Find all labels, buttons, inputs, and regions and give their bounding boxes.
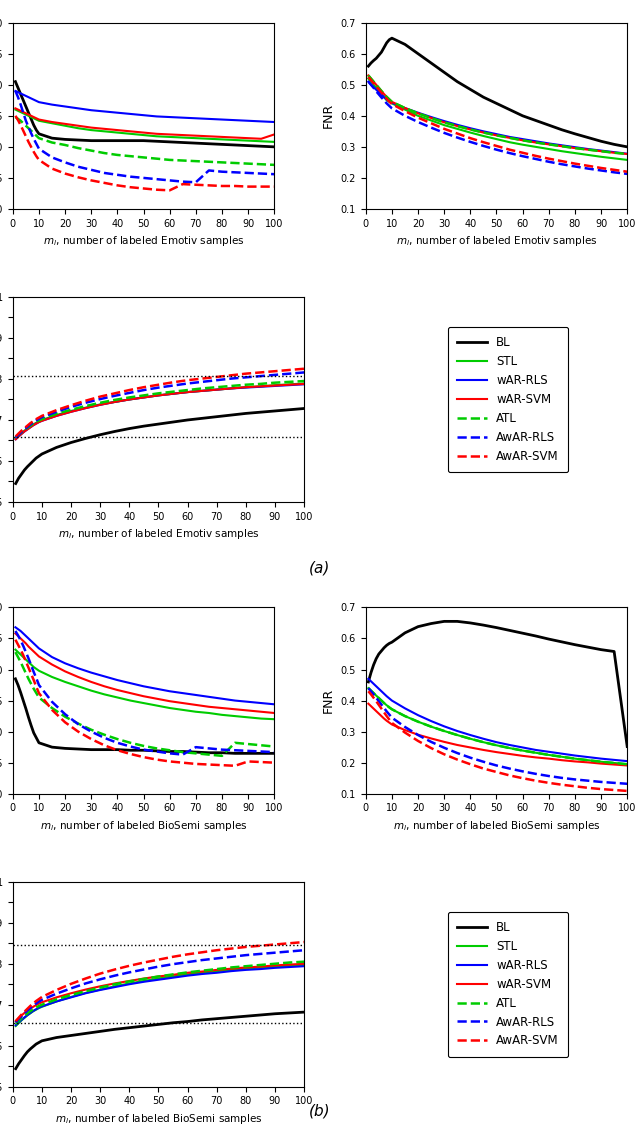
Legend: BL, STL, wAR-RLS, wAR-SVM, ATL, AwAR-RLS, AwAR-SVM: BL, STL, wAR-RLS, wAR-SVM, ATL, AwAR-RLS… xyxy=(448,327,568,472)
X-axis label: $m_l$, number of labeled Emotiv samples: $m_l$, number of labeled Emotiv samples xyxy=(58,528,259,541)
X-axis label: $m_l$, number of labeled BioSemi samples: $m_l$, number of labeled BioSemi samples xyxy=(54,1112,262,1126)
Text: (a): (a) xyxy=(309,560,331,575)
Y-axis label: FNR: FNR xyxy=(322,103,335,128)
X-axis label: $m_l$, number of labeled Emotiv samples: $m_l$, number of labeled Emotiv samples xyxy=(43,234,244,248)
Y-axis label: FNR: FNR xyxy=(322,688,335,713)
X-axis label: $m_l$, number of labeled BioSemi samples: $m_l$, number of labeled BioSemi samples xyxy=(392,820,600,833)
X-axis label: $m_l$, number of labeled BioSemi samples: $m_l$, number of labeled BioSemi samples xyxy=(40,820,248,833)
Text: (b): (b) xyxy=(309,1104,331,1118)
X-axis label: $m_l$, number of labeled Emotiv samples: $m_l$, number of labeled Emotiv samples xyxy=(396,234,597,248)
Legend: BL, STL, wAR-RLS, wAR-SVM, ATL, AwAR-RLS, AwAR-SVM: BL, STL, wAR-RLS, wAR-SVM, ATL, AwAR-RLS… xyxy=(448,911,568,1057)
